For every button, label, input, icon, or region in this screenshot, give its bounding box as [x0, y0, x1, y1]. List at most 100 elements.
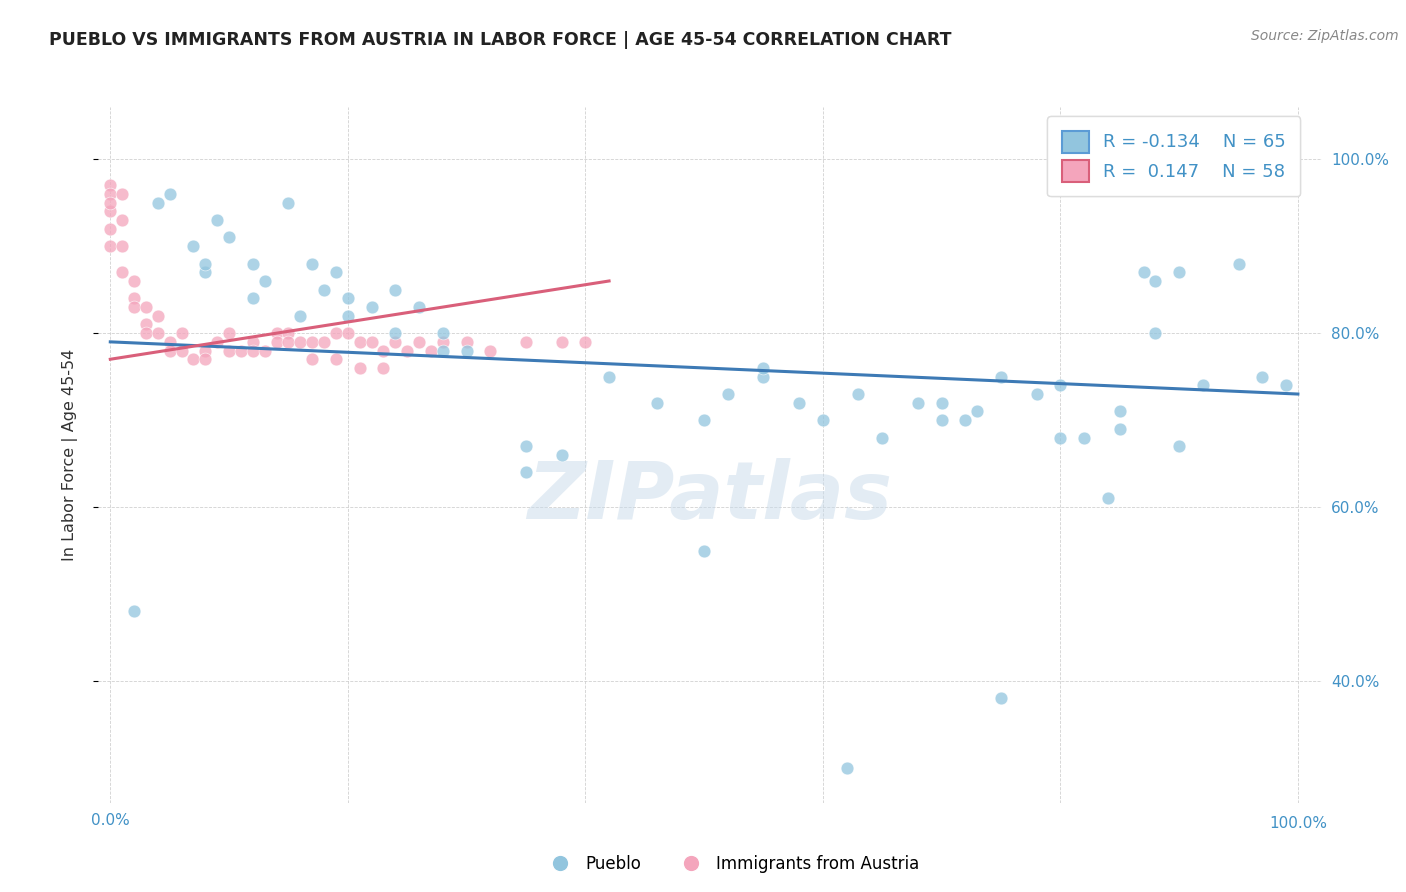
Point: [253, 343, 276, 358]
Point: [515, 439, 537, 453]
Point: [384, 326, 406, 340]
Point: [396, 343, 419, 358]
Point: [290, 334, 312, 349]
Point: [159, 343, 181, 358]
Point: [205, 334, 228, 349]
Point: [218, 326, 240, 340]
Point: [111, 187, 134, 202]
Point: [277, 334, 299, 349]
Point: [122, 291, 145, 305]
Point: [135, 318, 157, 332]
Point: [253, 274, 276, 288]
Point: [408, 334, 430, 349]
Point: [135, 326, 157, 340]
Point: [325, 352, 347, 367]
Point: [848, 387, 870, 401]
Point: [1192, 378, 1215, 392]
Point: [183, 352, 205, 367]
Point: [550, 334, 572, 349]
Text: Source: ZipAtlas.com: Source: ZipAtlas.com: [1251, 29, 1399, 43]
Legend: Pueblo, Immigrants from Austria: Pueblo, Immigrants from Austria: [537, 848, 925, 880]
Point: [360, 334, 382, 349]
Point: [1049, 430, 1071, 444]
Point: [835, 761, 858, 775]
Point: [277, 326, 299, 340]
Point: [693, 413, 716, 427]
Point: [955, 413, 977, 427]
Point: [420, 343, 443, 358]
Point: [325, 326, 347, 340]
Point: [598, 369, 620, 384]
Point: [931, 413, 953, 427]
Point: [752, 369, 775, 384]
Point: [135, 300, 157, 314]
Point: [384, 334, 406, 349]
Point: [456, 334, 478, 349]
Point: [360, 300, 382, 314]
Point: [242, 291, 264, 305]
Point: [98, 239, 121, 253]
Point: [183, 239, 205, 253]
Point: [122, 274, 145, 288]
Point: [870, 430, 893, 444]
Point: [312, 334, 335, 349]
Point: [931, 396, 953, 410]
Point: [787, 396, 810, 410]
Point: [1168, 439, 1191, 453]
Point: [432, 343, 454, 358]
Point: [325, 265, 347, 279]
Point: [1073, 430, 1095, 444]
Point: [98, 178, 121, 193]
Point: [384, 283, 406, 297]
Point: [456, 343, 478, 358]
Point: [242, 343, 264, 358]
Point: [1144, 274, 1167, 288]
Point: [432, 334, 454, 349]
Point: [111, 265, 134, 279]
Point: [1049, 378, 1071, 392]
Point: [752, 360, 775, 375]
Point: [266, 326, 288, 340]
Point: [907, 396, 929, 410]
Point: [693, 543, 716, 558]
Point: [966, 404, 988, 418]
Point: [98, 204, 121, 219]
Point: [111, 213, 134, 227]
Point: [98, 187, 121, 202]
Point: [349, 334, 371, 349]
Point: [1275, 378, 1298, 392]
Point: [146, 326, 169, 340]
Text: 100.0%: 100.0%: [1268, 816, 1327, 830]
Point: [98, 195, 121, 210]
Point: [645, 396, 668, 410]
Point: [218, 230, 240, 244]
Point: [990, 691, 1012, 706]
Point: [336, 326, 359, 340]
Point: [170, 326, 193, 340]
Point: [301, 352, 323, 367]
Point: [194, 265, 217, 279]
Text: PUEBLO VS IMMIGRANTS FROM AUSTRIA IN LABOR FORCE | AGE 45-54 CORRELATION CHART: PUEBLO VS IMMIGRANTS FROM AUSTRIA IN LAB…: [49, 31, 952, 49]
Point: [1132, 265, 1154, 279]
Point: [277, 195, 299, 210]
Point: [717, 387, 740, 401]
Point: [111, 239, 134, 253]
Point: [229, 343, 252, 358]
Point: [373, 360, 395, 375]
Point: [990, 369, 1012, 384]
Point: [194, 352, 217, 367]
Point: [1204, 805, 1226, 819]
Point: [1144, 326, 1167, 340]
Point: [205, 213, 228, 227]
Y-axis label: In Labor Force | Age 45-54: In Labor Force | Age 45-54: [62, 349, 77, 561]
Point: [1025, 387, 1047, 401]
Text: ZIPatlas: ZIPatlas: [527, 458, 893, 536]
Point: [242, 257, 264, 271]
Point: [479, 343, 502, 358]
Point: [301, 334, 323, 349]
Point: [432, 326, 454, 340]
Point: [146, 309, 169, 323]
Point: [122, 605, 145, 619]
Point: [194, 257, 217, 271]
Point: [159, 187, 181, 202]
